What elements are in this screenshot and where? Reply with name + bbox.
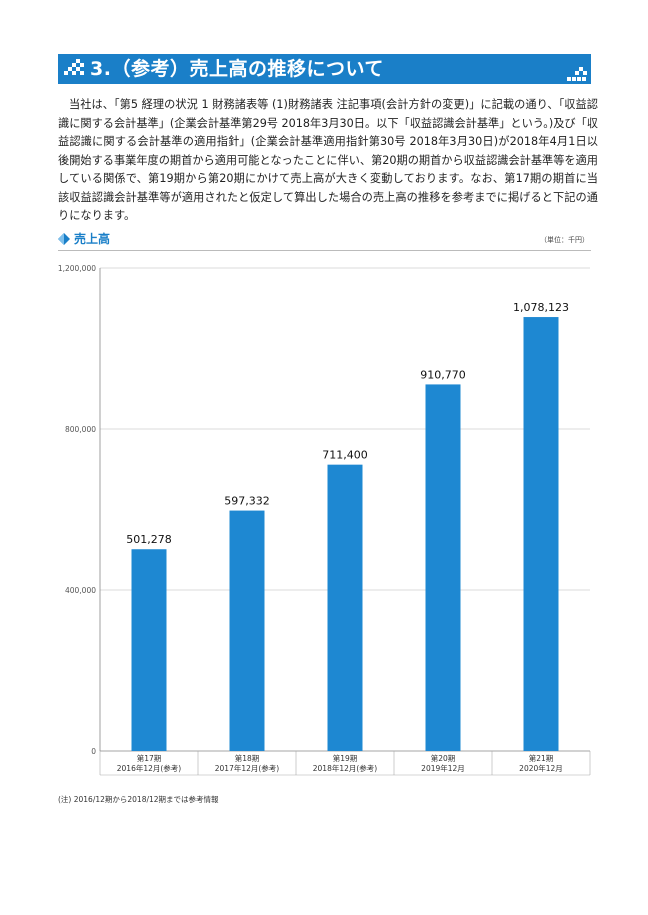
y-tick-label: 1,200,000 bbox=[58, 264, 96, 273]
sales-bar-chart: 0 400,000 800,000 1,200,000 501,278 第17期2016年… bbox=[58, 264, 591, 776]
y-tick-label: 800,000 bbox=[65, 425, 96, 434]
body-paragraph: 当社は、「第5 経理の状況 1 財務諸表等 (1)財務諸表 注記事項(会計方針の… bbox=[58, 98, 598, 222]
pixel-decoration-icon bbox=[567, 67, 587, 81]
y-tick-label: 400,000 bbox=[65, 586, 96, 595]
unit-label: （単位：千円） bbox=[540, 236, 589, 244]
pixel-decoration-icon bbox=[64, 59, 84, 75]
x-tick-label: 2019年12月 bbox=[421, 763, 465, 773]
bar bbox=[425, 384, 461, 751]
data-label: 1,078,123 bbox=[513, 301, 569, 314]
bar bbox=[229, 510, 265, 751]
data-label: 597,332 bbox=[224, 495, 270, 508]
x-tick-label: 第20期 bbox=[431, 753, 456, 763]
chart-section-heading: 売上高 （単位：千円） bbox=[58, 231, 591, 249]
chart-title: 売上高 bbox=[74, 232, 111, 246]
data-label: 910,770 bbox=[420, 368, 466, 381]
data-label: 711,400 bbox=[322, 449, 368, 462]
x-tick-label: 第18期 bbox=[235, 753, 260, 763]
page-title: 3.（参考）売上高の推移について bbox=[90, 58, 384, 80]
x-tick-label: 2020年12月 bbox=[519, 763, 563, 773]
x-tick-label: 2017年12月(参考) bbox=[215, 763, 280, 773]
section-divider bbox=[58, 250, 591, 251]
bar bbox=[327, 464, 363, 751]
data-label: 501,278 bbox=[126, 533, 172, 546]
diamond-marker-icon bbox=[58, 233, 70, 245]
bar bbox=[523, 317, 559, 751]
x-tick-label: 第21期 bbox=[529, 753, 554, 763]
x-tick-label: 2016年12月(参考) bbox=[117, 763, 182, 773]
x-tick-label: 第19期 bbox=[333, 753, 358, 763]
section-header: 3.（参考）売上高の推移について bbox=[58, 54, 591, 84]
x-tick-label: 第17期 bbox=[137, 753, 162, 763]
y-tick-label: 0 bbox=[91, 747, 96, 756]
bar bbox=[131, 549, 167, 751]
x-tick-label: 2018年12月(参考) bbox=[313, 763, 378, 773]
footnote: (注) 2016/12期から2018/12期までは参考情報 bbox=[58, 795, 219, 804]
